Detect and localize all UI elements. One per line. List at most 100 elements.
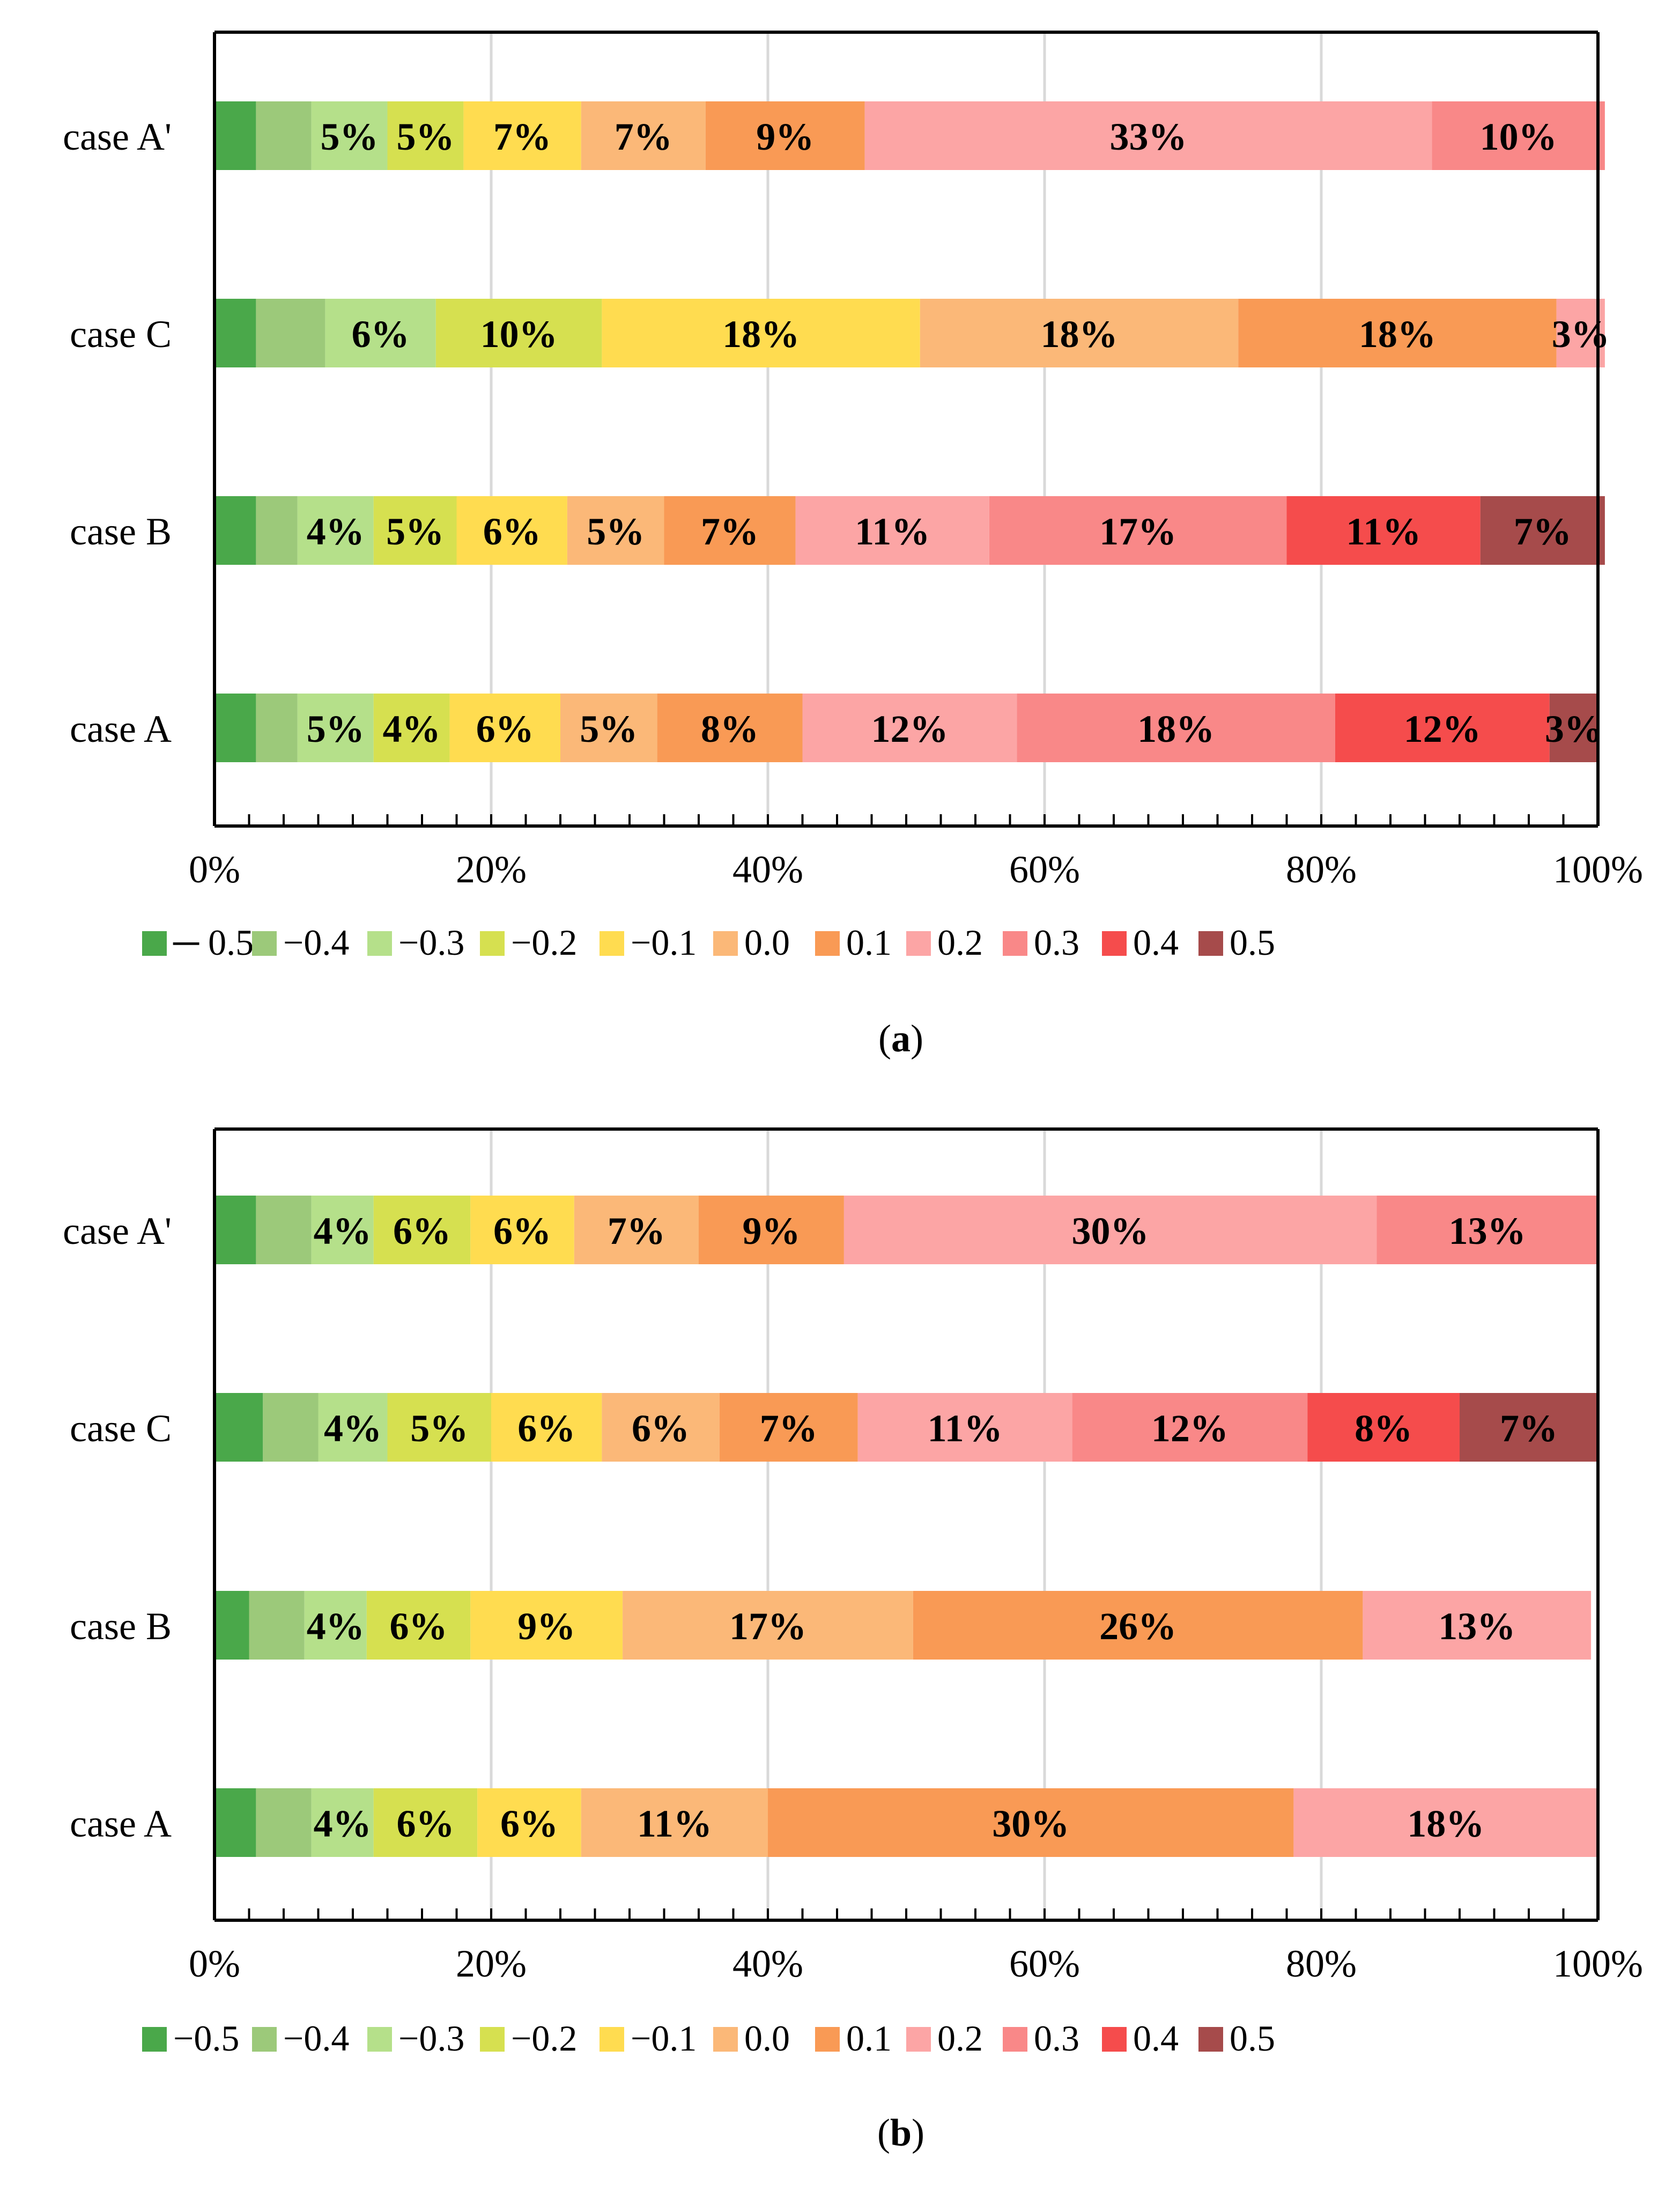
- data-label: 13%: [1449, 1210, 1526, 1252]
- data-label: 4%: [383, 707, 441, 750]
- data-label: 11%: [855, 510, 930, 553]
- data-label: 4%: [307, 1605, 365, 1648]
- data-label: 6%: [493, 1210, 551, 1252]
- legend-label: 0.4: [1133, 2018, 1179, 2059]
- x-tick-label: 100%: [1553, 1942, 1643, 1985]
- x-tick-label: 100%: [1553, 848, 1643, 891]
- legend-label: 0.3: [1034, 2018, 1079, 2059]
- data-label: 11%: [1346, 510, 1421, 553]
- data-label: 6%: [390, 1605, 448, 1648]
- data-label: 5%: [580, 707, 638, 750]
- data-label: 7%: [760, 1407, 818, 1450]
- legend-label: 0.0: [744, 2018, 790, 2059]
- bar-segment: [491, 1393, 602, 1462]
- bar-segment: [325, 299, 436, 367]
- bar-segment: [1238, 299, 1557, 367]
- chart-panel-b: 4% 6% 6% 7% 9% 30% 13% case A' 4% 5% 6% 6% 7% 11% 12% 8…: [63, 1127, 1643, 2154]
- category-label: case A: [70, 707, 172, 750]
- bar-segment: [989, 496, 1287, 565]
- legend-label: −0.2: [511, 922, 577, 963]
- legend-swatch: [252, 931, 277, 956]
- bar-segment: [214, 1591, 249, 1660]
- panel-label: (a): [878, 1017, 923, 1060]
- data-label: 7%: [1500, 1407, 1558, 1450]
- legend-swatch: [367, 2027, 392, 2052]
- data-label: 6%: [476, 707, 534, 750]
- x-tick-label: 0%: [189, 1942, 240, 1985]
- data-label: 11%: [637, 1802, 712, 1845]
- legend-label: −0.3: [398, 2018, 464, 2059]
- data-label: 6%: [500, 1802, 558, 1845]
- panel-label: (b): [877, 2111, 924, 2154]
- category-label: case C: [70, 1407, 172, 1450]
- legend-swatch: [815, 2027, 840, 2052]
- legend-swatch: [1102, 931, 1127, 956]
- legend-label: 0.2: [937, 922, 983, 963]
- bar-segment: [1460, 1393, 1598, 1462]
- bar-segment: [795, 496, 989, 565]
- legend-label: −0.1: [631, 922, 697, 963]
- bar-segment: [449, 694, 560, 762]
- category-label: case B: [70, 510, 172, 553]
- bar-segment: [920, 299, 1239, 367]
- legend-label: 0.5: [1230, 922, 1275, 963]
- data-label: 17%: [1099, 510, 1176, 553]
- x-tick-label: 80%: [1286, 848, 1357, 891]
- bar-segment: [256, 694, 298, 762]
- data-label: 7%: [615, 115, 672, 158]
- data-label: 8%: [1355, 1407, 1412, 1450]
- bar-segment: [470, 1196, 574, 1264]
- bar-segment: [297, 694, 374, 762]
- bar-segment: [387, 101, 464, 170]
- legend-swatch: [1003, 931, 1027, 956]
- data-label: 9%: [756, 115, 814, 158]
- bar-segment: [256, 496, 298, 565]
- bar-segment: [857, 1393, 1072, 1462]
- bar-segment: [214, 1196, 256, 1264]
- bar-segment: [574, 1196, 699, 1264]
- data-label: 11%: [928, 1407, 1003, 1450]
- bar-segment: [1549, 694, 1598, 762]
- bar-segment: [1335, 694, 1550, 762]
- bar-segment: [297, 496, 374, 565]
- legend-label: −0.4: [283, 922, 349, 963]
- bar-segment: [913, 1591, 1363, 1660]
- legend-swatch: [815, 931, 840, 956]
- legend-swatch: [906, 931, 931, 956]
- data-label: 10%: [480, 313, 558, 356]
- bar-segment: [373, 496, 457, 565]
- data-label: 6%: [396, 1802, 454, 1845]
- x-tick-label: 40%: [732, 1942, 803, 1985]
- bar-segment: [864, 101, 1432, 170]
- data-label: 12%: [871, 707, 948, 750]
- x-tick-label: 80%: [1286, 1942, 1357, 1985]
- data-label: 6%: [517, 1407, 575, 1450]
- bar-segment: [1432, 101, 1605, 170]
- bar-segment: [214, 299, 256, 367]
- bar-segment: [311, 1788, 374, 1857]
- data-label: 12%: [1404, 707, 1481, 750]
- bar-segment: [623, 1591, 913, 1660]
- bar-segment: [318, 1393, 388, 1462]
- data-label: 18%: [1407, 1802, 1484, 1845]
- data-label: 5%: [396, 115, 454, 158]
- data-label: 5%: [410, 1407, 468, 1450]
- bar-segment: [1286, 496, 1481, 565]
- legend-label: 0.1: [846, 2018, 892, 2059]
- data-label: 8%: [701, 707, 759, 750]
- data-label: 6%: [483, 510, 541, 553]
- bar-segment: [719, 1393, 858, 1462]
- data-label: 7%: [701, 510, 759, 553]
- data-label: 18%: [1041, 313, 1118, 356]
- legend-swatch: [480, 931, 505, 956]
- data-label: 18%: [722, 313, 800, 356]
- bar-segment: [304, 1591, 367, 1660]
- bar-segment: [581, 1788, 768, 1857]
- legend-swatch: [1003, 2027, 1027, 2052]
- bar-segment: [560, 694, 657, 762]
- bar-segment: [435, 299, 602, 367]
- data-label: 17%: [729, 1605, 806, 1648]
- bar-segment: [373, 694, 450, 762]
- bar-segment: [581, 101, 706, 170]
- bar-segment: [802, 694, 1017, 762]
